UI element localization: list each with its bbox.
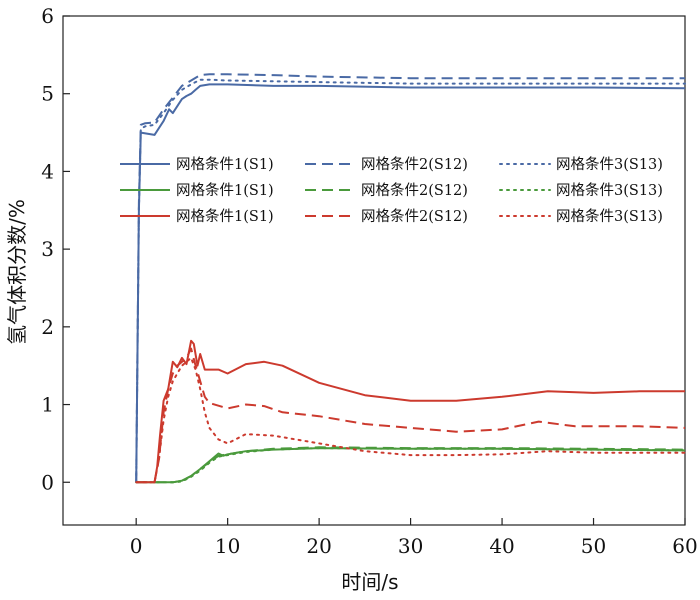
y-axis-label: 氢气体积分数/% bbox=[5, 199, 29, 345]
legend-label-2-1: 网格条件2(S12) bbox=[361, 208, 468, 225]
y-tick-label-3: 3 bbox=[41, 237, 54, 261]
legend: 网格条件1(S1) 网格条件2(S12) 网格条件3(S13) 网格条件1(S1) 网格… bbox=[120, 156, 663, 225]
series-line-2 bbox=[135, 78, 686, 484]
series-line-5 bbox=[135, 447, 686, 484]
series-line-1 bbox=[135, 73, 685, 483]
axes-layer: 0 10 20 30 40 50 60 0 1 2 3 4 5 6 bbox=[41, 4, 697, 558]
legend-label-1-2: 网格条件3(S13) bbox=[556, 182, 663, 199]
plot-frame bbox=[62, 15, 686, 526]
y-tick-label-2: 2 bbox=[41, 315, 54, 339]
legend-label-0-1: 网格条件2(S12) bbox=[361, 156, 468, 173]
legend-label-0-2: 网格条件3(S13) bbox=[556, 156, 663, 173]
series-layer bbox=[135, 73, 686, 484]
x-tick-label-0: 0 bbox=[130, 534, 143, 558]
legend-label-0-0: 网格条件1(S1) bbox=[176, 156, 274, 173]
series-line-6 bbox=[136, 339, 685, 484]
x-tick-label-2: 20 bbox=[306, 534, 331, 558]
series-line-7 bbox=[136, 347, 686, 484]
legend-label-2-0: 网格条件1(S1) bbox=[176, 208, 274, 225]
series-line-8 bbox=[135, 356, 686, 484]
series-line-0 bbox=[135, 83, 686, 483]
y-tick-label-1: 1 bbox=[41, 393, 54, 417]
legend-label-1-0: 网格条件1(S1) bbox=[176, 182, 274, 199]
x-tick-label-1: 10 bbox=[215, 534, 240, 558]
y-tick-label-4: 4 bbox=[41, 159, 54, 183]
x-tick-label-4: 40 bbox=[489, 534, 514, 558]
x-tick-label-3: 30 bbox=[398, 534, 423, 558]
y-tick-label-6: 6 bbox=[41, 4, 54, 28]
y-tick-label-0: 0 bbox=[41, 470, 54, 494]
legend-label-2-2: 网格条件3(S13) bbox=[556, 208, 663, 225]
x-tick-label-5: 50 bbox=[581, 534, 606, 558]
legend-label-1-1: 网格条件2(S12) bbox=[361, 182, 468, 199]
x-axis-label: 时间/s bbox=[341, 570, 398, 594]
series-line-3 bbox=[136, 447, 686, 484]
y-tick-label-5: 5 bbox=[41, 82, 54, 106]
x-tick-label-6: 60 bbox=[672, 534, 697, 558]
